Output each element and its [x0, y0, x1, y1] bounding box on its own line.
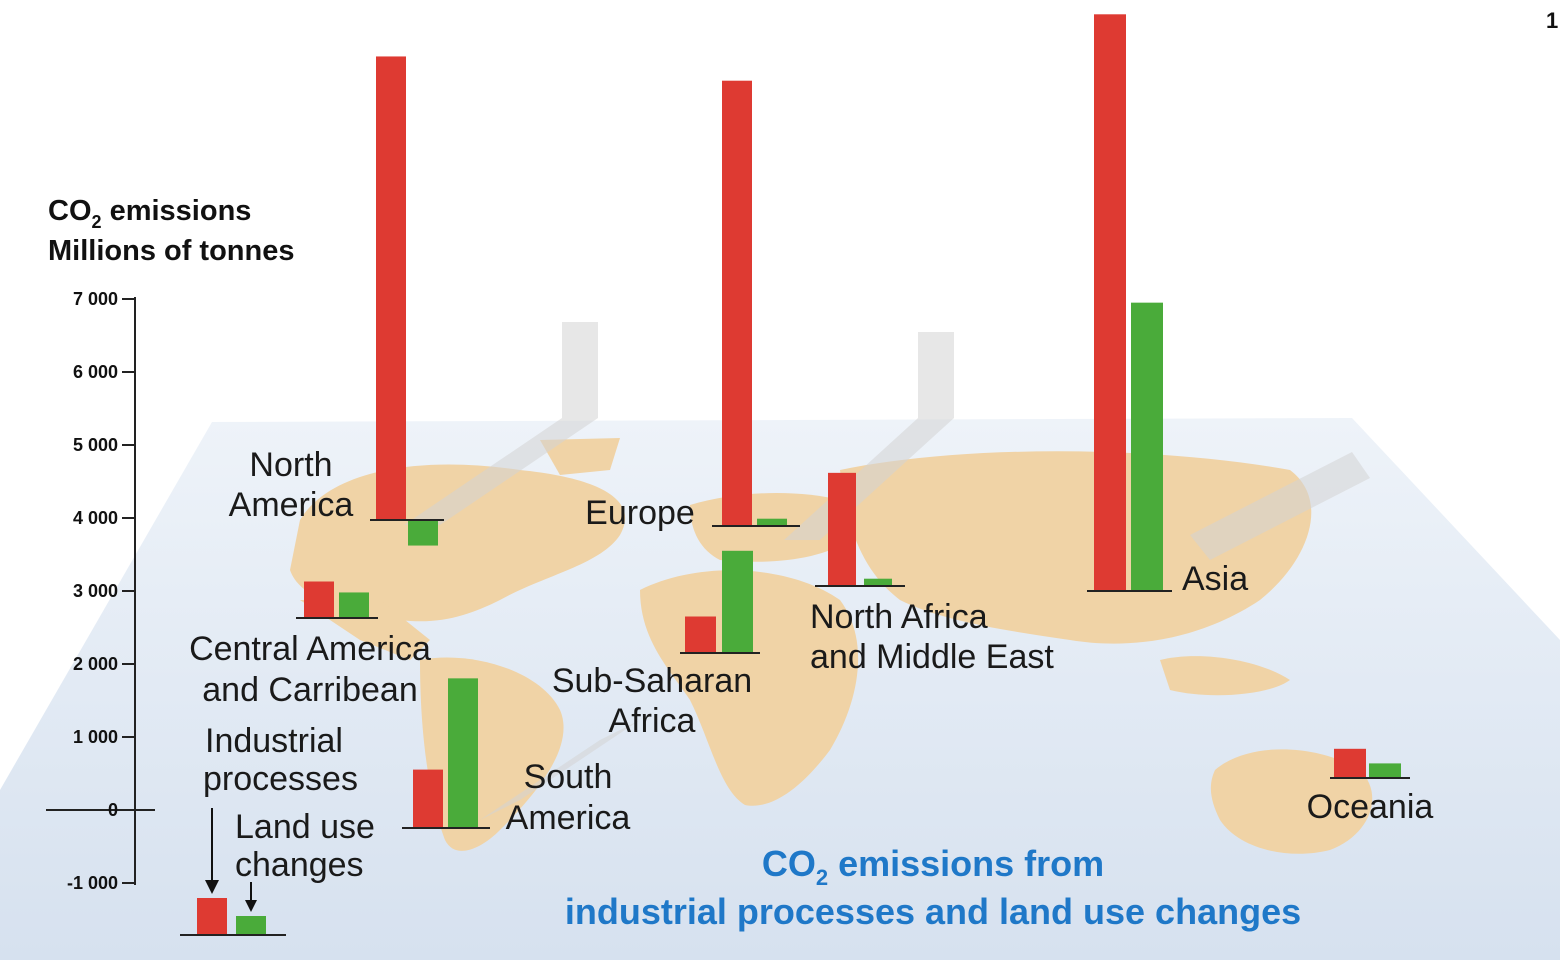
region-label: and Carribean	[202, 671, 417, 709]
region-label: Sub-Saharan	[552, 662, 752, 700]
industrial-bar	[304, 581, 334, 618]
land-use-bar	[1369, 763, 1401, 778]
region-group	[402, 678, 490, 829]
industrial-bar	[1334, 748, 1366, 778]
y-tick-label: -1 000	[67, 873, 118, 893]
region-group	[1087, 14, 1172, 592]
y-tick-label: 7 000	[73, 289, 118, 309]
y-tick-label: 4 000	[73, 508, 118, 528]
region-bars	[296, 14, 1410, 829]
land-use-bar	[339, 592, 369, 618]
industrial-bar	[722, 80, 752, 526]
y-tick-label: 3 000	[73, 581, 118, 601]
legend-industrial-swatch	[197, 898, 227, 934]
landmass-greenland	[540, 438, 620, 475]
region-label: Asia	[1182, 560, 1248, 598]
land-use-bar	[1131, 302, 1163, 591]
ghost-beam	[1190, 452, 1370, 560]
chart-title-co: CO	[762, 843, 816, 884]
y-ticks: 7 000 6 000 5 000 4 000 3 000 2 000 1 000 0 -1 0…	[67, 289, 135, 893]
industrial-bar	[1094, 14, 1126, 592]
region-label: America	[506, 799, 631, 837]
landmass-australia	[1210, 749, 1373, 854]
region-label: America	[229, 486, 354, 524]
ghost-column	[918, 332, 954, 418]
region-label: Europe	[585, 494, 695, 532]
land-use-bar	[448, 678, 478, 828]
landmass-north-america	[290, 464, 626, 622]
legend-landuse-line-1: Land use	[235, 808, 375, 846]
y-tick-label: 1 000	[73, 727, 118, 747]
region-label: Oceania	[1307, 788, 1434, 826]
chart-title-sub: 2	[816, 865, 828, 890]
y-axis: 7 000 6 000 5 000 4 000 3 000 2 000 1 000 0 -1 0…	[46, 289, 155, 893]
chart-title-rest: emissions from	[828, 843, 1104, 884]
region-label: North Africa	[810, 598, 988, 636]
region-label: Central America	[189, 630, 431, 668]
land-use-bar	[757, 518, 787, 526]
corner-text: 1	[1546, 8, 1558, 33]
land-use-bar	[408, 520, 438, 546]
ghost-beam	[784, 418, 954, 540]
chart-title-line-1: CO2 emissions from	[762, 843, 1104, 890]
y-axis-title: CO2 emissions	[48, 195, 251, 232]
y-tick-label: 0	[108, 800, 118, 820]
region-group	[1330, 748, 1410, 779]
region-label: South	[524, 758, 613, 796]
industrial-bar	[413, 769, 443, 828]
landmass-indonesia	[1160, 656, 1290, 696]
legend-landuse-line-2: changes	[235, 846, 364, 884]
industrial-bar	[376, 56, 406, 520]
y-tick-label: 5 000	[73, 435, 118, 455]
region-group	[712, 80, 800, 527]
legend: Industrial processes Land use changes	[180, 722, 375, 936]
legend-landuse-arrowhead	[245, 900, 257, 912]
y-axis-title-line2: Millions of tonnes	[48, 235, 295, 267]
legend-landuse-swatch	[236, 916, 266, 934]
region-group	[296, 581, 378, 619]
y-tick-label: 2 000	[73, 654, 118, 674]
landmass-asia	[840, 451, 1312, 644]
ghost-beam	[480, 720, 640, 820]
region-label: and Middle East	[810, 638, 1054, 676]
region-group	[815, 472, 905, 587]
legend-industrial-line-2: processes	[203, 760, 358, 798]
legend-industrial-line-1: Industrial	[205, 722, 343, 760]
y-axis-title-co: CO	[48, 195, 92, 227]
region-group	[680, 550, 760, 654]
ghost-beam	[404, 418, 598, 525]
ghost-column	[562, 322, 598, 418]
y-axis-title-rest: emissions	[102, 195, 252, 227]
y-axis-title-sub: 2	[92, 212, 102, 232]
industrial-bar	[828, 472, 856, 586]
region-label: Africa	[609, 702, 696, 740]
industrial-bar	[685, 616, 716, 653]
ghost-beams	[404, 322, 1370, 820]
land-use-bar	[864, 578, 892, 586]
region-group	[370, 56, 444, 546]
y-tick-label: 6 000	[73, 362, 118, 382]
chart-title-line-2: industrial processes and land use change…	[565, 891, 1301, 932]
legend-industrial-arrowhead	[205, 880, 219, 894]
region-label: North	[249, 446, 332, 484]
land-use-bar	[722, 550, 753, 653]
